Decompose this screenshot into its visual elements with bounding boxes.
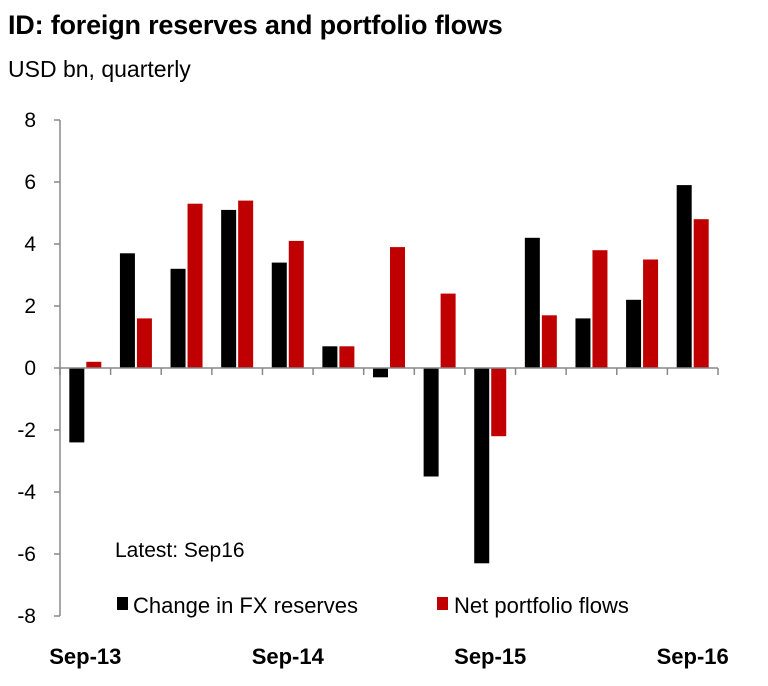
bar-portfolio-flows-Dec-15 bbox=[541, 315, 557, 368]
x-tick-label: Sep-13 bbox=[49, 644, 121, 669]
bar-portfolio-flows-Sep-13 bbox=[86, 361, 102, 368]
bar-portfolio-flows-Jun-16 bbox=[643, 259, 659, 368]
bar-fx-reserves-Dec-15 bbox=[524, 237, 540, 368]
bar-portfolio-flows-Mar-14 bbox=[187, 203, 203, 368]
x-tick-label: Sep-16 bbox=[657, 644, 729, 669]
legend-label: Net portfolio flows bbox=[454, 593, 629, 618]
bar-portfolio-flows-Sep-14 bbox=[288, 240, 304, 368]
bar-fx-reserves-Mar-14 bbox=[170, 268, 186, 368]
bar-fx-reserves-Sep-16 bbox=[676, 185, 692, 368]
latest-annotation: Latest: Sep16 bbox=[115, 539, 245, 562]
bar-fx-reserves-Jun-15 bbox=[423, 368, 439, 477]
bar-portfolio-flows-Mar-16 bbox=[592, 250, 608, 368]
bar-fx-reserves-Mar-15 bbox=[373, 368, 388, 378]
y-tick-label: 8 bbox=[24, 109, 36, 132]
legend: Change in FX reserves Net portfolio flows bbox=[117, 593, 629, 618]
bar-portfolio-flows-Sep-16 bbox=[693, 219, 709, 368]
bar-fx-reserves-Sep-14 bbox=[271, 262, 287, 368]
bar-portfolio-flows-Jun-15 bbox=[440, 293, 456, 368]
y-tick-label: -2 bbox=[17, 419, 36, 442]
bar-fx-reserves-Sep-13 bbox=[69, 368, 85, 443]
bar-portfolio-flows-Dec-13 bbox=[136, 318, 152, 368]
legend-swatch bbox=[437, 597, 448, 610]
legend-label: Change in FX reserves bbox=[133, 593, 358, 618]
y-tick-label: 6 bbox=[24, 171, 36, 194]
bar-fx-reserves-Jun-16 bbox=[626, 299, 642, 368]
bar-fx-reserves-Mar-16 bbox=[575, 318, 591, 368]
legend-swatch bbox=[117, 597, 128, 610]
bar-portfolio-flows-Sep-15 bbox=[491, 368, 507, 437]
y-tick-label: 2 bbox=[24, 295, 36, 318]
x-tick-label: Sep-14 bbox=[252, 644, 325, 669]
bar-portfolio-flows-Dec-14 bbox=[339, 346, 355, 368]
bar-portfolio-flows-Jun-14 bbox=[238, 200, 254, 368]
bar-fx-reserves-Dec-13 bbox=[119, 253, 135, 368]
bar-portfolio-flows-Mar-15 bbox=[390, 247, 405, 368]
bar-fx-reserves-Sep-15 bbox=[474, 368, 490, 564]
chart-title: ID: foreign reserves and portfolio flows bbox=[8, 10, 503, 40]
bar-fx-reserves-Jun-14 bbox=[221, 209, 237, 368]
y-tick-label: -6 bbox=[17, 543, 36, 566]
x-tick-label: Sep-15 bbox=[454, 644, 526, 669]
bar-fx-reserves-Dec-14 bbox=[322, 346, 338, 368]
y-tick-label: -8 bbox=[17, 605, 36, 628]
y-tick-label: -4 bbox=[17, 481, 36, 504]
y-tick-label: 0 bbox=[24, 357, 36, 380]
y-tick-label: 4 bbox=[24, 233, 36, 256]
chart-subtitle: USD bn, quarterly bbox=[8, 56, 191, 82]
